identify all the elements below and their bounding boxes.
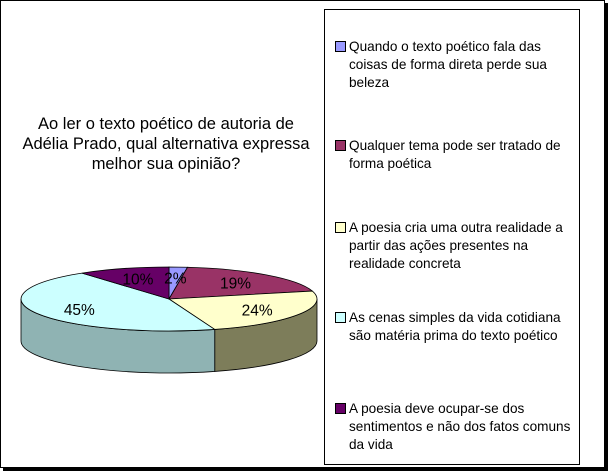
- legend-swatch-4: [335, 312, 346, 323]
- legend-label-2: Qualquer tema pode ser tratado de forma …: [349, 138, 561, 171]
- pie-slice-3: [167, 290, 318, 330]
- chart-title: Ao ler o texto poético de autoria de Adé…: [22, 115, 310, 173]
- legend-item-3: A poesia cria uma outra realidade a part…: [335, 219, 571, 273]
- legend-item-2: Qualquer tema pode ser tratado de forma …: [335, 137, 571, 173]
- legend-label-4: As cenas simples da vida cotidiana são m…: [349, 310, 561, 343]
- pie-slice-5: [81, 266, 170, 300]
- legend-swatch-2: [335, 140, 346, 151]
- pie-chart: 2% 19% 24% 45% 10%: [20, 266, 318, 374]
- pie-label-1: 2%: [164, 270, 187, 287]
- legend-item-1: Quando o texto poético fala das coisas d…: [335, 38, 571, 92]
- pie-slice-4: [20, 272, 216, 332]
- legend-item-5: A poesia deve ocupar-se dos sentimentos …: [335, 400, 571, 454]
- pie-label-2: 19%: [220, 276, 251, 293]
- legend-swatch-1: [335, 41, 346, 52]
- legend: Quando o texto poético fala das coisas d…: [324, 9, 580, 465]
- pie-label-4: 45%: [64, 302, 95, 319]
- legend-label-5: A poesia deve ocupar-se dos sentimentos …: [349, 401, 571, 452]
- pie-label-5: 10%: [122, 271, 153, 288]
- legend-label-3: A poesia cria uma outra realidade a part…: [349, 220, 563, 271]
- pie-label-3: 24%: [242, 302, 273, 319]
- legend-label-1: Quando o texto poético fala das coisas d…: [349, 39, 547, 90]
- pie-slice-2: [168, 266, 314, 300]
- legend-item-4: As cenas simples da vida cotidiana são m…: [335, 309, 571, 345]
- legend-swatch-5: [335, 403, 346, 414]
- legend-swatch-3: [335, 222, 346, 233]
